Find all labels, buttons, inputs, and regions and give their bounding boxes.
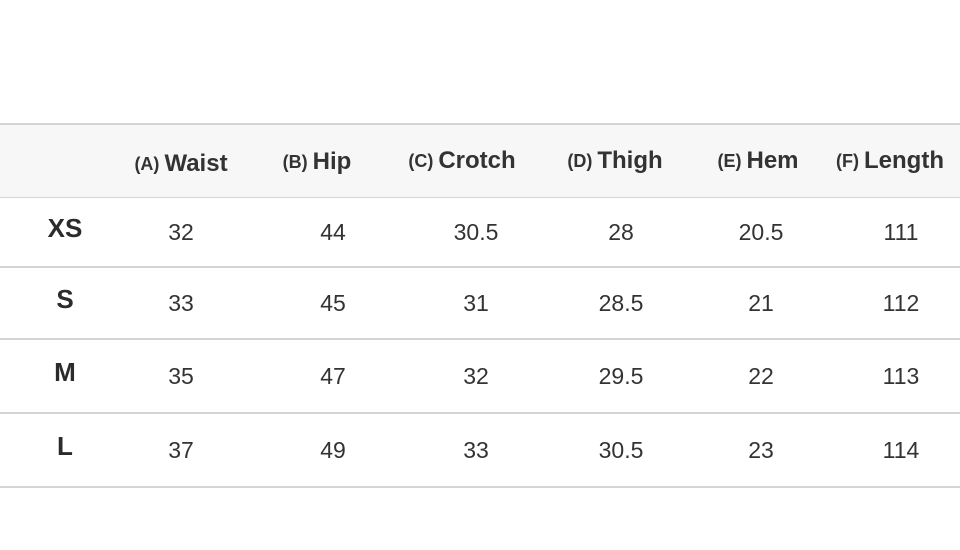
table-row: XS 32 44 30.5 28 20.5 111 xyxy=(0,198,960,268)
column-name: Waist xyxy=(164,150,228,177)
value-cell: 33 xyxy=(463,436,489,463)
table-row: S 33 45 31 28.5 21 112 xyxy=(0,268,960,340)
value-cell: 111 xyxy=(883,218,919,245)
value-cell: 31 xyxy=(463,289,489,316)
value-cell: 22 xyxy=(748,362,774,389)
value-cell: 35 xyxy=(168,362,194,389)
column-header-thigh: (D) Thigh xyxy=(567,125,662,197)
value-cell: 20.5 xyxy=(738,218,784,245)
value-cell: 114 xyxy=(882,436,920,463)
column-letter: (D) xyxy=(567,150,593,171)
value-cell: 32 xyxy=(463,362,489,389)
value-cell: 21 xyxy=(748,289,774,316)
value-cell: 32 xyxy=(168,218,194,245)
value-cell: 30.5 xyxy=(453,218,499,245)
size-label: XS xyxy=(47,212,83,243)
column-letter: (A) xyxy=(134,153,160,174)
column-header-length: (F) Length xyxy=(836,125,944,197)
value-cell: 113 xyxy=(882,362,920,389)
value-cell: 33 xyxy=(168,289,194,316)
column-header-crotch: (C) Crotch xyxy=(408,125,515,197)
table-row: L 37 49 33 30.5 23 114 xyxy=(0,414,960,488)
value-cell: 47 xyxy=(320,362,346,389)
value-cell: 30.5 xyxy=(598,436,644,463)
size-label: M xyxy=(54,356,76,387)
value-cell: 37 xyxy=(168,436,194,463)
column-name: Hem xyxy=(746,147,799,174)
table-row: M 35 47 32 29.5 22 113 xyxy=(0,340,960,414)
column-letter: (E) xyxy=(717,150,742,171)
column-letter: (C) xyxy=(408,150,434,171)
size-label: S xyxy=(56,283,74,314)
value-cell: 49 xyxy=(320,436,346,463)
value-cell: 28.5 xyxy=(598,289,644,316)
value-cell: 28 xyxy=(608,218,634,245)
column-name: Crotch xyxy=(438,147,516,174)
value-cell: 45 xyxy=(320,289,346,316)
size-label: L xyxy=(57,430,73,461)
column-name: Thigh xyxy=(597,147,663,174)
column-header-hem: (E) Hem xyxy=(717,125,798,197)
column-letter: (B) xyxy=(282,151,308,172)
value-cell: 23 xyxy=(748,436,774,463)
size-chart-table: (A) Waist (B) Hip (C) Crotch (D) Thigh (… xyxy=(0,123,960,488)
column-letter: (F) xyxy=(836,150,859,171)
value-cell: 29.5 xyxy=(598,362,644,389)
column-name: Length xyxy=(864,147,944,174)
table-header-row: (A) Waist (B) Hip (C) Crotch (D) Thigh (… xyxy=(0,123,960,198)
column-header-waist: (A) Waist xyxy=(134,131,227,197)
value-cell: 44 xyxy=(320,218,346,245)
value-cell: 112 xyxy=(882,289,920,316)
column-name: Hip xyxy=(312,148,352,175)
column-header-hip: (B) Hip xyxy=(283,127,352,197)
